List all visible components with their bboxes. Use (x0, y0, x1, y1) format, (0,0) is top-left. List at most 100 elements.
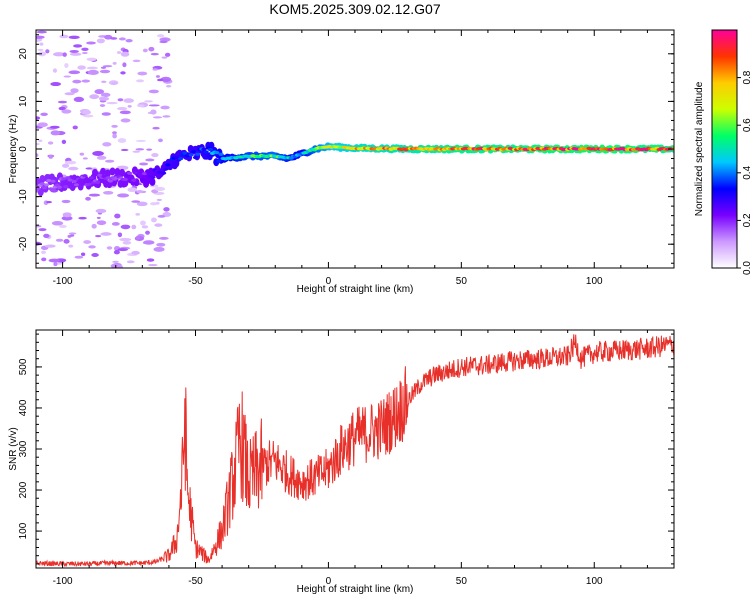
spectrogram-y-tick-label: 10 (18, 95, 29, 107)
spectrogram-noise-blob (81, 109, 92, 115)
spectrogram-noise-blob (155, 201, 160, 205)
spectrogram-ridge-core (36, 186, 41, 190)
spectrogram-ridge-core (122, 177, 128, 182)
spectrogram-noise-blob (83, 240, 92, 244)
spectrogram-noise-blob (109, 37, 118, 40)
spectrogram-ridge-core (141, 172, 148, 176)
spectrogram-noise-blob (86, 66, 99, 70)
spectrogram-noise-blob (120, 148, 129, 152)
spectrogram-ridge-core (50, 179, 56, 183)
spectrogram-noise-blob (38, 228, 47, 232)
spectrogram-noise-blob (52, 68, 57, 73)
spectrogram-ridge-core (78, 178, 84, 182)
spectrogram-noise-blob (116, 51, 122, 54)
spectrogram-noise-blob (164, 52, 171, 57)
spectrogram-noise-blob (145, 230, 150, 235)
spectrogram-noise-blob (89, 94, 100, 100)
spectrogram-noise-blob (36, 142, 40, 146)
spectrogram-x-tick-label: -100 (53, 276, 73, 287)
spectrogram-ridge-core (107, 179, 114, 183)
spectrogram-ridge-core (65, 176, 71, 180)
spectrogram-noise-blob (120, 51, 130, 57)
spectrogram-ridge-core (73, 183, 80, 187)
spectrogram-noise-blob (63, 75, 71, 78)
spectrogram-noise-blob (127, 187, 137, 193)
spectrogram-noise-blob (82, 157, 88, 160)
spectrogram-noise-blob (83, 114, 94, 118)
spectrogram-noise-blob (152, 68, 158, 71)
spectrogram-noise-blob (36, 153, 39, 158)
spectrogram-noise-blob (144, 100, 153, 103)
spectrogram-noise-blob (62, 52, 67, 57)
spectrogram-ridge-halo (149, 177, 156, 186)
spectrogram-ridge-core (67, 178, 73, 182)
spectrogram-noise-blob (81, 47, 89, 52)
snr-y-axis-label: SNR (v/v) (8, 427, 19, 470)
spectrogram-noise-blob (114, 213, 121, 219)
spectrogram-noise-blob (163, 207, 170, 212)
spectrogram-y-tick-label: 0 (18, 146, 29, 152)
spectrogram-noise-blob (111, 82, 118, 85)
spectrogram-noise-blob (101, 112, 111, 116)
snr-series-line (36, 334, 674, 568)
spectrogram-noise-blob (63, 239, 70, 244)
colorbar-tick-label: 0.4 (742, 165, 750, 179)
spectrogram-ridge-core (201, 147, 207, 151)
snr-marks (36, 334, 674, 568)
spectrogram-marks (36, 30, 674, 268)
spectrogram-noise-blob (78, 216, 87, 220)
spectrogram-noise-blob (162, 115, 171, 118)
spectrogram-noise-blob (61, 215, 73, 221)
spectrogram-noise-blob (146, 258, 155, 262)
spectrogram-noise-blob (106, 246, 113, 250)
spectrogram-ridge-core (161, 171, 167, 175)
spectrogram-noise-blob (156, 198, 162, 201)
spectrogram-ridge-core (182, 151, 188, 155)
spectrogram-noise-blob (106, 101, 118, 105)
spectrogram-noise-blob (160, 105, 170, 110)
spectrogram-noise-blob (148, 263, 158, 267)
spectrogram-noise-blob (79, 152, 85, 156)
spectrogram-noise-blob (96, 155, 107, 160)
spectrogram-ridge-halo (99, 167, 106, 176)
spectrogram-noise-blob (153, 246, 165, 252)
spectrogram-noise-blob (136, 190, 144, 194)
spectrogram-noise-blob (81, 79, 91, 83)
spectrogram-noise-blob (68, 244, 74, 248)
spectrogram-noise-blob (77, 65, 86, 70)
spectrogram-noise-blob (61, 199, 71, 204)
spectrogram-noise-blob (116, 264, 123, 268)
spectrogram-noise-blob (74, 255, 84, 259)
spectrogram-ridge-halo (104, 169, 111, 178)
spectrogram-noise-blob (150, 109, 157, 115)
colorbar-bar (711, 29, 738, 269)
spectrogram-noise-blob (95, 208, 107, 214)
spectrogram-noise-blob (91, 223, 97, 229)
spectrogram-noise-blob (46, 200, 52, 204)
spectrogram-noise-blob (131, 224, 137, 230)
spectrogram-noise-blob (61, 109, 72, 114)
spectrogram-noise-blob (116, 107, 128, 111)
spectrogram-noise-blob (85, 167, 93, 170)
spectrogram-noise-blob (131, 200, 141, 203)
spectrogram-noise-blob (69, 49, 79, 53)
spectrogram-ridge-core (188, 153, 194, 157)
spectrogram-noise-blob (94, 89, 105, 95)
spectrogram-noise-blob (151, 152, 159, 158)
spectrogram-ridge-core (44, 183, 50, 187)
spectrogram-ridge-core (56, 185, 62, 189)
spectrogram-noise-blob (125, 39, 133, 43)
spectrogram-noise-blob (136, 201, 148, 207)
spectrogram-noise-blob (148, 89, 159, 94)
spectrogram-noise-blob (51, 221, 64, 226)
spectrogram-noise-blob (146, 148, 153, 151)
spectrogram-noise-blob (126, 260, 135, 264)
spectrogram-noise-blob (36, 241, 42, 246)
spectrogram-ridge-core (86, 182, 92, 186)
spectrogram-ridge-halo (92, 168, 99, 177)
snr-y-tick-label: 500 (18, 358, 29, 375)
spectrogram-noise-blob (53, 262, 58, 267)
spectrogram-noise-blob (156, 34, 165, 38)
spectrogram-noise-blob (101, 80, 107, 84)
colorbar-tick-label: 0.2 (742, 213, 750, 227)
